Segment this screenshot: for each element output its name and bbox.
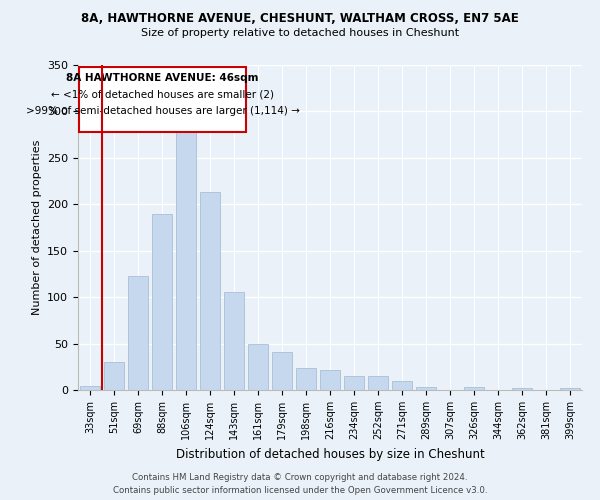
Bar: [272, 352, 292, 390]
Bar: [79, 67, 246, 132]
Bar: [368, 376, 388, 390]
Bar: [392, 380, 412, 390]
Bar: [176, 116, 196, 390]
Bar: [296, 368, 316, 390]
Bar: [512, 388, 532, 390]
Text: 8A HAWTHORNE AVENUE: 46sqm: 8A HAWTHORNE AVENUE: 46sqm: [67, 73, 259, 83]
Bar: [416, 387, 436, 390]
Bar: [248, 344, 268, 390]
Bar: [80, 386, 100, 390]
Text: >99% of semi-detached houses are larger (1,114) →: >99% of semi-detached houses are larger …: [26, 106, 299, 116]
Bar: [224, 292, 244, 390]
Bar: [320, 370, 340, 390]
Text: 8A, HAWTHORNE AVENUE, CHESHUNT, WALTHAM CROSS, EN7 5AE: 8A, HAWTHORNE AVENUE, CHESHUNT, WALTHAM …: [81, 12, 519, 26]
Text: Contains HM Land Registry data © Crown copyright and database right 2024.
Contai: Contains HM Land Registry data © Crown c…: [113, 474, 487, 495]
Bar: [464, 387, 484, 390]
Text: Size of property relative to detached houses in Cheshunt: Size of property relative to detached ho…: [141, 28, 459, 38]
Bar: [152, 214, 172, 390]
Bar: [104, 362, 124, 390]
Bar: [344, 376, 364, 390]
Bar: [560, 388, 580, 390]
Text: ← <1% of detached houses are smaller (2): ← <1% of detached houses are smaller (2): [51, 90, 274, 100]
Bar: [128, 276, 148, 390]
Y-axis label: Number of detached properties: Number of detached properties: [32, 140, 41, 315]
X-axis label: Distribution of detached houses by size in Cheshunt: Distribution of detached houses by size …: [176, 448, 484, 460]
Bar: [200, 192, 220, 390]
